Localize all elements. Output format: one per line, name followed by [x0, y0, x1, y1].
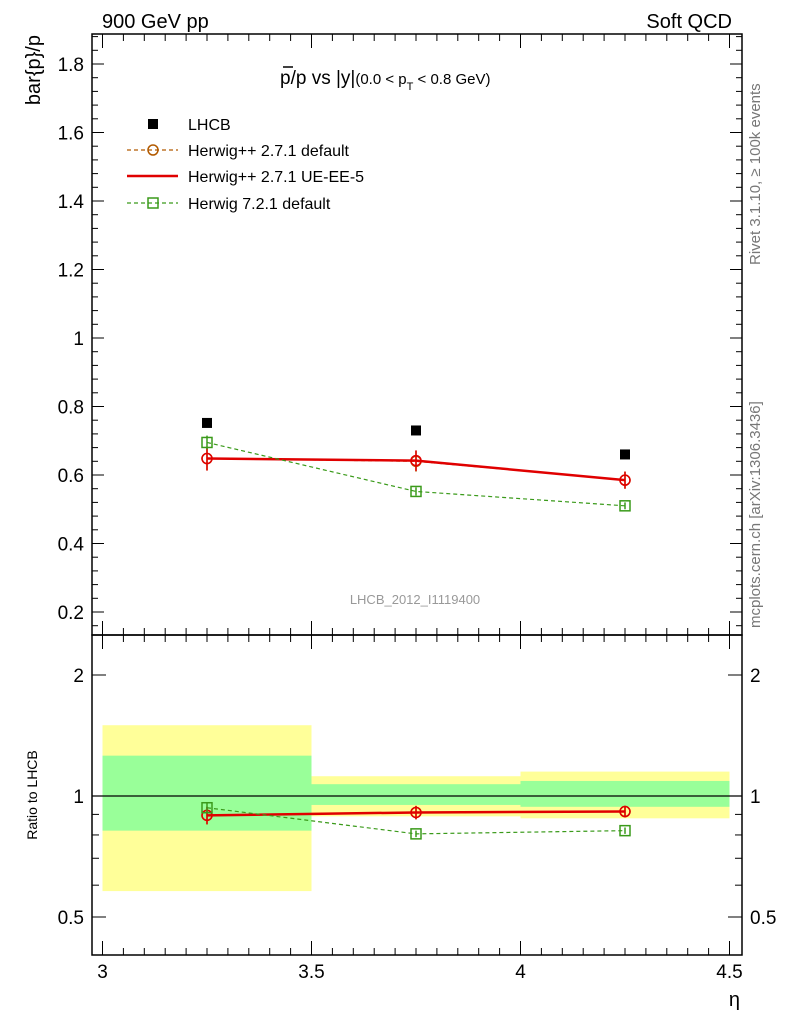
- y-tick-label: 1.6: [58, 124, 84, 145]
- mcplots-label: mcplots.cern.ch [arXiv:1306.3436]: [747, 401, 764, 628]
- data-point: [620, 449, 630, 460]
- ratio-series-marker: [619, 824, 631, 837]
- ratio-y-tick-label-right: 1: [750, 787, 761, 808]
- y-tick-label: 1.8: [58, 55, 84, 76]
- legend-entry: Herwig++ 2.7.1 UE-EE-5: [127, 169, 364, 186]
- x-tick-label: 3.5: [298, 962, 324, 983]
- y-tick-label: 1.2: [58, 261, 84, 282]
- ratio-y-tick-label: 0.5: [58, 908, 84, 929]
- series-marker: [410, 485, 422, 498]
- x-tick-label: 4.5: [716, 962, 742, 983]
- y-axis-label-ratio: Ratio to LHCB: [24, 750, 40, 839]
- y-axis-label-main: bar{p}/p: [23, 35, 45, 105]
- legend-label: LHCB: [188, 117, 231, 134]
- watermark: LHCB_2012_I1119400: [350, 592, 480, 607]
- plot-title: p/p vs |y|(0.0 < pT < 0.8 GeV): [280, 68, 491, 93]
- series-marker: [410, 454, 422, 467]
- ratio-y-tick-label-right: 0.5: [750, 908, 776, 929]
- plot-title-sub: (0.0 < p: [355, 71, 406, 88]
- plot-title-sub-index: T: [407, 81, 414, 93]
- ratio-series-marker: [410, 828, 422, 840]
- series-0: [202, 417, 630, 460]
- legend-entry: LHCB: [148, 117, 231, 134]
- y-tick-label: 0.4: [58, 535, 85, 556]
- ratio-y-tick-label: 1: [73, 787, 84, 808]
- series-marker: [201, 452, 213, 465]
- inner-uncertainty-band: [311, 784, 521, 805]
- ratio-plot-frame: [91, 634, 743, 956]
- ratio-series-marker: [619, 805, 631, 818]
- legend-label: Herwig 7.2.1 default: [188, 196, 331, 213]
- y-tick-label: 1: [73, 329, 84, 350]
- plot-title-main: p/p vs |y|: [280, 68, 355, 89]
- legend-entry: Herwig 7.2.1 default: [127, 196, 331, 213]
- y-tick-label: 0.6: [58, 466, 84, 487]
- legend-label: Herwig++ 2.7.1 UE-EE-5: [188, 169, 364, 186]
- header-right: Soft QCD: [646, 11, 732, 33]
- ratio-y-tick-label-right: 2: [750, 666, 761, 687]
- ratio-series-marker: [201, 801, 213, 814]
- series-2: [201, 446, 631, 489]
- ratio-series-1: [201, 805, 631, 825]
- series-marker: [201, 436, 213, 449]
- ratio-plot: 0.5 0.5 1 1 2 2 3 3.5 4 4.5: [58, 634, 776, 983]
- series-line: [206, 441, 626, 507]
- main-plot: 0.2 0.4 0.6 0.8 1 1.2 1.4 1.6 1.8: [58, 33, 743, 636]
- inner-uncertainty-band: [520, 780, 730, 807]
- x-axis-label: η: [729, 989, 740, 1011]
- legend-label: Herwig++ 2.7.1 default: [188, 143, 350, 160]
- legend-marker: [147, 197, 159, 209]
- y-tick-label: 0.8: [58, 398, 84, 419]
- x-tick-label: 4: [515, 962, 526, 983]
- legend-entry: Herwig++ 2.7.1 default: [127, 143, 350, 160]
- ratio-series-marker: [410, 806, 422, 819]
- header-left: 900 GeV pp: [102, 11, 209, 33]
- y-tick-label: 0.2: [58, 603, 84, 624]
- legend: LHCB Herwig++ 2.7.1 default Herwig++ 2.7.1…: [127, 117, 364, 213]
- series-marker: [619, 474, 631, 486]
- y-tick-label: 1.4: [58, 192, 85, 213]
- data-point: [411, 425, 421, 436]
- ratio-series-2: [201, 801, 631, 840]
- x-tick-label: 3: [97, 962, 108, 983]
- plot-title-sub-end: < 0.8 GeV): [413, 71, 490, 88]
- data-point: [202, 417, 212, 428]
- rivet-label: Rivet 3.1.10, ≥ 100k events: [747, 83, 764, 265]
- series-3: [201, 435, 631, 512]
- ratio-y-tick-label: 2: [73, 666, 84, 687]
- legend-data-marker: [148, 119, 158, 129]
- legend-marker: [147, 144, 159, 156]
- series-marker: [619, 500, 631, 512]
